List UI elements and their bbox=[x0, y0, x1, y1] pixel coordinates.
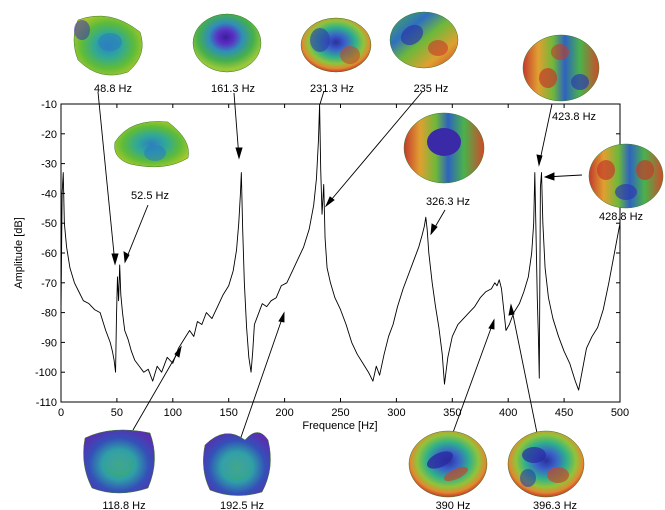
y-tick-label: -110 bbox=[36, 397, 57, 409]
x-tick-label: 0 bbox=[58, 407, 64, 419]
y-tick-label: -60 bbox=[41, 248, 57, 260]
arrowhead-118-8 bbox=[174, 345, 182, 358]
mode-shape-428-8 bbox=[588, 143, 664, 209]
annotation-arrows bbox=[97, 90, 583, 441]
arrow-52-5 bbox=[124, 204, 149, 263]
label-48-8-hz: 48.8 Hz bbox=[94, 83, 132, 95]
x-axis-title: Frequence [Hz] bbox=[302, 420, 377, 432]
mode-shape-326-3 bbox=[403, 112, 485, 184]
label-390-hz: 390 Hz bbox=[436, 500, 471, 510]
arrowhead-192-5 bbox=[278, 311, 285, 323]
arrow-423-8 bbox=[538, 103, 553, 166]
arrow-118-8 bbox=[132, 346, 182, 431]
mode-shape-390 bbox=[408, 430, 488, 498]
mode-shapes bbox=[73, 11, 664, 498]
label-231-3-hz: 231.3 Hz bbox=[310, 83, 354, 95]
frequency-labels: 48.8 Hz 52.5 Hz 118.8 Hz 161.3 Hz 192.5 … bbox=[94, 83, 643, 510]
mode-shape-396-3 bbox=[507, 430, 585, 498]
x-tick-label: 150 bbox=[220, 407, 238, 419]
x-tick-label: 50 bbox=[111, 407, 123, 419]
arrowhead-161-3 bbox=[235, 147, 243, 160]
x-tick-label: 400 bbox=[499, 407, 517, 419]
mode-shape-52-5 bbox=[114, 121, 189, 168]
mode-shape-118-8 bbox=[83, 429, 155, 494]
x-tick-label: 300 bbox=[387, 407, 405, 419]
y-tick-label: -40 bbox=[41, 188, 57, 200]
arrowhead-52-5 bbox=[123, 251, 130, 264]
arrowhead-235 bbox=[324, 196, 335, 208]
y-axis-title: Amplitude [dB] bbox=[13, 217, 25, 289]
mode-shape-235 bbox=[389, 11, 459, 69]
label-428-8-hz: 428.8 Hz bbox=[599, 211, 643, 223]
label-192-5-hz: 192.5 Hz bbox=[220, 500, 264, 510]
arrowhead-326-3 bbox=[430, 223, 438, 236]
arrow-48-8 bbox=[97, 91, 116, 265]
arrowhead-428-8 bbox=[543, 172, 555, 181]
axes: 0 50 100 150 200 250 300 350 400 450 500 -10 -20 -30 -… bbox=[35, 99, 629, 419]
x-tick-label: 350 bbox=[443, 407, 461, 419]
y-tick-label: -100 bbox=[35, 367, 57, 379]
y-tick-label: -50 bbox=[41, 218, 57, 230]
y-tick-label: -20 bbox=[41, 129, 57, 141]
mode-shape-231-3 bbox=[300, 17, 372, 73]
series-layer bbox=[60, 103, 621, 391]
label-326-3-hz: 326.3 Hz bbox=[426, 196, 470, 208]
label-118-8-hz: 118.8 Hz bbox=[102, 500, 145, 510]
y-tick-label: -80 bbox=[41, 308, 57, 320]
arrowhead-396-3 bbox=[508, 303, 515, 316]
label-396-3-hz: 396.3 Hz bbox=[533, 500, 577, 510]
y-tick-label: -10 bbox=[41, 99, 57, 111]
arrow-396-3 bbox=[510, 304, 539, 439]
x-tick-label: 500 bbox=[611, 407, 629, 419]
arrowhead-423-8 bbox=[536, 154, 543, 167]
x-tick-label: 450 bbox=[555, 407, 573, 419]
arrow-390 bbox=[450, 319, 495, 439]
arrow-161-3 bbox=[233, 92, 240, 159]
y-tick-label: -70 bbox=[41, 278, 57, 290]
arrow-192-5 bbox=[239, 312, 285, 441]
mode-shape-423-8 bbox=[522, 34, 600, 102]
x-tick-label: 200 bbox=[275, 407, 293, 419]
mode-shape-161-3 bbox=[192, 13, 262, 73]
arrow-235 bbox=[325, 91, 423, 207]
arrow-231-3 bbox=[319, 90, 325, 105]
y-tick-label: -30 bbox=[41, 159, 57, 171]
mode-shape-192-5 bbox=[203, 432, 271, 496]
label-161-3-hz: 161.3 Hz bbox=[211, 83, 255, 95]
series-line bbox=[60, 103, 621, 391]
label-235-hz: 235 Hz bbox=[414, 83, 449, 95]
mode-shape-48-8 bbox=[73, 15, 143, 76]
y-tick-label: -90 bbox=[41, 337, 57, 349]
x-tick-label: 250 bbox=[331, 407, 349, 419]
label-423-8-hz: 423.8 Hz bbox=[552, 111, 596, 123]
arrowhead-48-8 bbox=[111, 253, 119, 266]
x-tick-label: 100 bbox=[164, 407, 182, 419]
arrowhead-390 bbox=[488, 318, 495, 330]
label-52-5-hz: 52.5 Hz bbox=[131, 190, 169, 202]
